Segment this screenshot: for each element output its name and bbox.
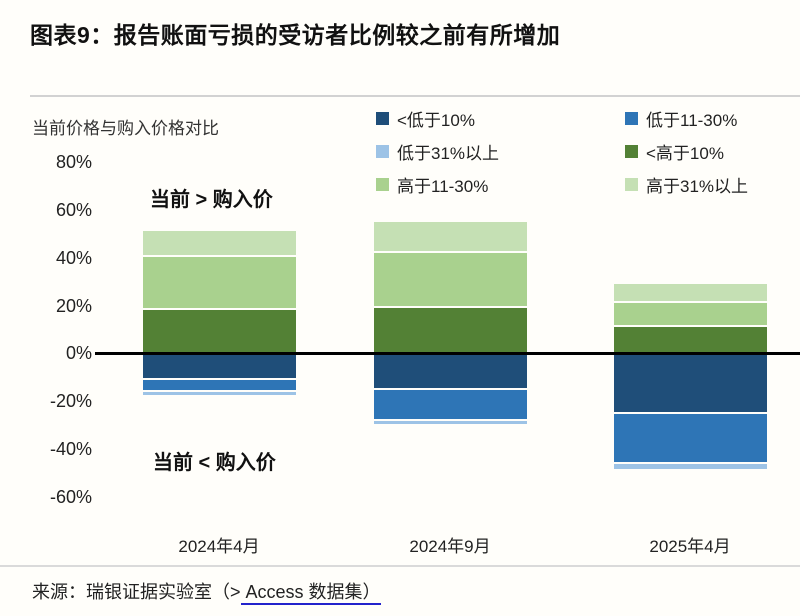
- bar-segment: [373, 354, 527, 388]
- bar-segment: [373, 305, 527, 354]
- legend-swatch-icon: [625, 112, 638, 125]
- bar-segment: [613, 354, 767, 412]
- legend-label: 低于11-30%: [646, 111, 738, 130]
- bar-segment: [613, 300, 767, 325]
- bar-segment: [142, 231, 296, 256]
- annotation-below-zero: 当前 < 购入价: [153, 452, 276, 474]
- bar-segment: [613, 411, 767, 463]
- bar-segment: [613, 462, 767, 470]
- legend-item: 低于31%以上: [376, 139, 621, 164]
- y-tick-label: 40%: [55, 247, 92, 268]
- bar-stack-above: [613, 284, 767, 354]
- y-tick-label: -40%: [49, 439, 92, 460]
- legend-swatch-icon: [376, 112, 389, 125]
- bar-stack-below: [613, 354, 767, 470]
- x-axis-labels: 2024年4月 2024年9月 2025年4月: [100, 532, 792, 558]
- bottom-divider: [0, 565, 800, 567]
- x-axis-label: 2025年4月: [649, 537, 731, 556]
- bar-stack-above: [142, 231, 296, 354]
- bar-stack-below: [142, 354, 296, 396]
- legend-label: 低于31%以上: [397, 144, 500, 163]
- y-tick-label: 80%: [55, 152, 92, 172]
- bar-stack-below: [373, 354, 527, 424]
- zero-baseline: [95, 352, 800, 355]
- y-tick-label: 20%: [55, 295, 92, 316]
- bar-segment: [373, 221, 527, 251]
- legend-item: <低于10%: [376, 106, 621, 131]
- y-tick-label: 0%: [65, 343, 92, 364]
- y-tick-label: -60%: [49, 487, 92, 507]
- chart-legend: <低于10% 低于11-30% 低于31%以上 <高于10% 高于11-30% 高于31%…: [376, 106, 796, 197]
- y-tick-label: -20%: [49, 391, 92, 412]
- legend-item: <高于10%: [625, 139, 796, 164]
- legend-swatch-icon: [625, 145, 638, 158]
- legend-label: 高于31%以上: [646, 177, 749, 196]
- bar-segment: [373, 419, 527, 424]
- plot-area: [100, 162, 792, 497]
- legend-label: <高于10%: [646, 144, 724, 163]
- source-prefix: 来源：瑞银证据实验室（>: [32, 582, 241, 602]
- legend-label: 高于11-30%: [397, 177, 489, 196]
- source-access-link[interactable]: Access 数据集）: [240, 582, 381, 605]
- y-tick-label: 60%: [55, 199, 92, 220]
- legend-item: 高于11-30%: [376, 172, 621, 197]
- legend-swatch-icon: [376, 178, 389, 191]
- bar-segment: [373, 387, 527, 420]
- y-axis: 80% 60% 40% 20% 0% -20% -40% -60%: [8, 152, 92, 507]
- y-axis-title: 当前价格与购入价格对比: [32, 119, 219, 138]
- x-axis-label: 2024年4月: [178, 537, 260, 556]
- legend-item: 高于31%以上: [625, 172, 796, 197]
- bar-segment: [142, 255, 296, 308]
- bar-segment: [613, 284, 767, 301]
- bar-segment: [142, 390, 296, 396]
- page-title: 图表9：报告账面亏损的受访者比例较之前有所增加: [30, 22, 561, 48]
- source-line: 来源：瑞银证据实验室（> Access 数据集）: [32, 578, 381, 605]
- legend-swatch-icon: [625, 178, 638, 191]
- legend-item: 低于11-30%: [625, 106, 796, 131]
- bar-segment: [142, 378, 296, 391]
- legend-swatch-icon: [376, 145, 389, 158]
- bar-stack-above: [373, 221, 527, 354]
- annotation-above-zero: 当前 > 购入价: [150, 189, 273, 211]
- bar-segment: [613, 324, 767, 354]
- top-divider: [30, 95, 800, 97]
- x-axis-label: 2024年9月: [409, 537, 491, 556]
- bar-segment: [142, 307, 296, 354]
- bar-segment: [373, 250, 527, 306]
- legend-label: <低于10%: [397, 111, 475, 130]
- bar-segment: [142, 354, 296, 379]
